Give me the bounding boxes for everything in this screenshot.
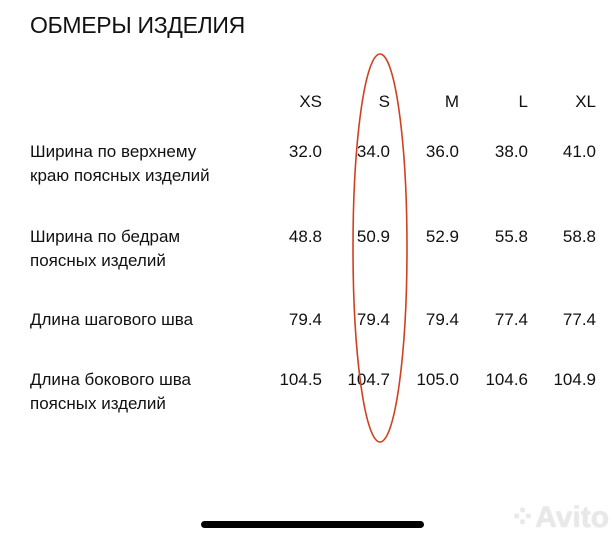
cell-value: 104.5 — [279, 370, 322, 389]
cell-value: 38.0 — [494, 142, 528, 161]
cell-value: 79.4 — [425, 310, 459, 329]
cell-value: 77.4 — [494, 310, 528, 329]
cell-value: 77.4 — [562, 310, 596, 329]
size-header-xl: XL — [575, 92, 596, 111]
cell-value: 79.4 — [288, 310, 322, 329]
size-header-m: M — [444, 92, 459, 111]
home-indicator[interactable] — [201, 521, 424, 528]
size-header-s: S — [378, 92, 390, 111]
row-label: Ширина по верхнему краю поясных изделий — [30, 142, 210, 185]
cell-value: 50.9 — [356, 227, 390, 246]
avito-watermark: ⁘Avito — [510, 501, 610, 534]
cell-value: 79.4 — [356, 310, 390, 329]
cell-value: 48.8 — [288, 227, 322, 246]
cell-value: 58.8 — [562, 227, 596, 246]
size-header-xs: XS — [299, 92, 322, 111]
cell-value: 105.0 — [416, 370, 459, 389]
page-title: ОБМЕРЫ ИЗДЕЛИЯ — [30, 12, 245, 38]
cell-value: 52.9 — [425, 227, 459, 246]
cell-value: 36.0 — [425, 142, 459, 161]
cell-value: 104.6 — [485, 370, 528, 389]
cell-value: 34.0 — [356, 142, 390, 161]
cell-value: 55.8 — [494, 227, 528, 246]
size-header-l: L — [518, 92, 528, 111]
cell-value: 41.0 — [562, 142, 596, 161]
row-label: Длина бокового шва поясных изделий — [30, 370, 192, 413]
cell-value: 32.0 — [288, 142, 322, 161]
row-label: Ширина по бедрам поясных изделий — [30, 227, 181, 270]
cell-value: 104.9 — [553, 370, 596, 389]
row-label: Длина шагового шва — [30, 310, 194, 329]
cell-value: 104.7 — [347, 370, 390, 389]
